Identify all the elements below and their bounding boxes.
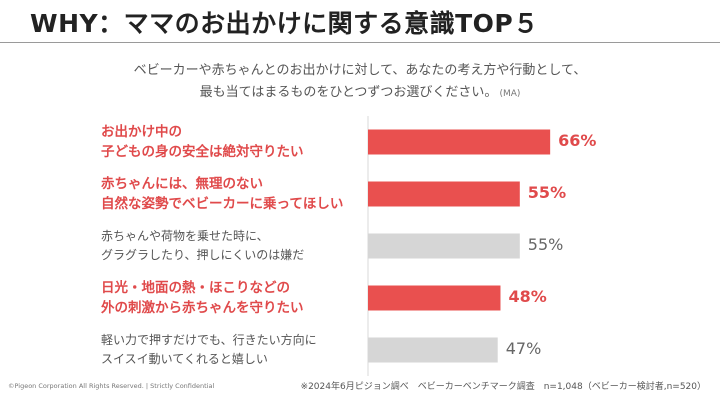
bar-5 xyxy=(368,337,498,363)
bar-3 xyxy=(368,233,520,259)
category-label-3: 赤ちゃんや荷物を乗せた時に、グラグラしたり、押しにくいのは嫌だ xyxy=(101,227,304,265)
category-label-2-line-1: 赤ちゃんには、無理のない xyxy=(101,176,263,192)
copyright-footer: ©Pigeon Corporation All Rights Reserved.… xyxy=(8,382,215,390)
category-label-1: お出かけ中の子どもの身の安全は絶対守りたい xyxy=(101,122,304,162)
value-label-2: 55% xyxy=(527,183,567,202)
title-divider xyxy=(0,42,720,43)
category-label-3-line-2: グラグラしたり、押しにくいのは嫌だ xyxy=(101,248,305,262)
page-title: WHY：ママのお出かけに関する意識TOP５ xyxy=(30,9,539,38)
question-text-2: 最も当てはまるものをひとつずつお選びください。 xyxy=(199,85,498,100)
value-label-3: 55% xyxy=(527,235,564,254)
bar-2 xyxy=(368,181,520,207)
category-label-2-line-2: 自然な姿勢でベビーカーに乗ってほしい xyxy=(101,196,344,212)
category-label-1-line-1: お出かけ中の xyxy=(101,124,182,140)
survey-source-note: ※2024年6月ピジョン調べ ベビーカーベンチマーク調査 n=1,048（ベビー… xyxy=(300,382,706,392)
category-label-3-line-1: 赤ちゃんや荷物を乗せた時に、 xyxy=(101,229,269,243)
category-label-5-line-2: スイスイ動いてくれると嬉しい xyxy=(101,352,268,366)
bar-4 xyxy=(368,285,501,311)
category-label-2: 赤ちゃんには、無理のない自然な姿勢でベビーカーに乗ってほしい xyxy=(101,174,343,214)
question-line-2: 最も当てはまるものをひとつずつお選びください。 (MA) xyxy=(0,81,720,100)
question-text-1: ベビーカーや赤ちゃんとのお出かけに対して、あなたの考え方や行動として、 xyxy=(133,63,587,78)
category-label-4-line-1: 日光・地面の熱・ほこりなどの xyxy=(101,280,290,296)
question-line-1: ベビーカーや赤ちゃんとのお出かけに対して、あなたの考え方や行動として、 xyxy=(0,59,720,78)
question-note: (MA) xyxy=(499,89,521,99)
category-label-1-line-2: 子どもの身の安全は絶対守りたい xyxy=(101,144,304,160)
value-label-5: 47% xyxy=(505,339,542,358)
value-label-4: 48% xyxy=(508,287,547,306)
bar-1 xyxy=(368,129,551,155)
value-label-1: 66% xyxy=(558,131,597,150)
category-label-5: 軽い力で押すだけでも、行きたい方向に スイスイ動いてくれると嬉しい xyxy=(101,331,317,369)
category-label-4-line-2: 外の刺激から赤ちゃんを守りたい xyxy=(101,300,304,316)
category-label-4: 日光・地面の熱・ほこりなどの 外の刺激から赤ちゃんを守りたい xyxy=(101,278,304,318)
category-label-5-line-1: 軽い力で押すだけでも、行きたい方向に xyxy=(101,333,317,347)
